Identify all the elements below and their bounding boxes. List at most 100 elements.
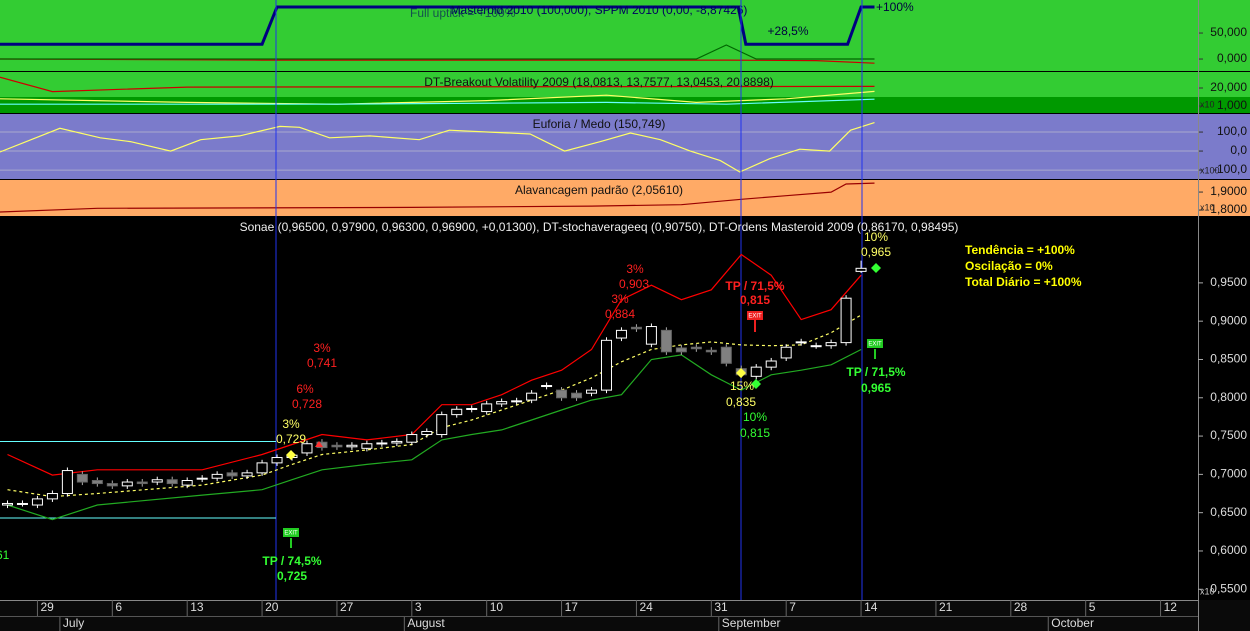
signal-marker: [871, 263, 881, 273]
candle-body: [16, 502, 28, 505]
y-tick-label: 0,7500: [1210, 428, 1247, 442]
x-tick-label: 20: [265, 600, 279, 614]
candle-body: [181, 480, 193, 486]
info-line: Total Diário = +100%: [965, 275, 1082, 289]
candle-body: [241, 472, 253, 477]
candle-body: [795, 341, 807, 344]
candle-body: [451, 408, 463, 416]
candle-body: [421, 430, 433, 436]
y-tick-label: 0,9000: [1210, 313, 1247, 327]
annotation: 6%: [296, 382, 314, 396]
candle-body: [211, 473, 223, 479]
annotation: +100%: [876, 0, 914, 14]
candle-body: [46, 493, 58, 500]
series-line: [0, 44, 875, 60]
candle-body: [481, 403, 493, 413]
x-axis-band: [0, 600, 1250, 631]
annotation: 0,729: [276, 432, 306, 446]
annotation: 3%: [626, 262, 644, 276]
candle-body: [301, 443, 313, 454]
annotation: 3%: [282, 417, 300, 431]
candle-body: [361, 443, 373, 449]
x-tick-label: 6: [115, 600, 122, 614]
series-line: [7, 314, 862, 498]
candle-body: [556, 389, 568, 399]
series-line: [0, 5, 875, 46]
y-tick-label: 0,6000: [1210, 543, 1247, 557]
x-tick-label: 10: [490, 600, 504, 614]
annotation: 3%: [313, 341, 331, 355]
annotation: 10%: [864, 230, 888, 244]
candle-body: [615, 329, 627, 339]
candle-body: [571, 392, 583, 399]
annotation: 0,884: [605, 307, 635, 321]
panel-title: DT-Breakout Volatility 2009 (18,0813, 13…: [424, 75, 774, 89]
annotation: 0,728: [292, 397, 322, 411]
candle-body: [346, 444, 358, 448]
x-tick-label: 24: [639, 600, 653, 614]
candle-body: [166, 479, 178, 485]
candle-body: [675, 347, 687, 353]
month-label: October: [1051, 616, 1094, 630]
candle-body: [660, 329, 672, 353]
candle-body: [196, 477, 208, 480]
x-tick-label: 28: [1014, 600, 1028, 614]
series-line: [0, 76, 875, 93]
candle-body: [1, 502, 13, 506]
annotation: 0,741: [307, 356, 337, 370]
annotation: 0,965: [861, 245, 891, 259]
info-line: Oscilação = 0%: [965, 259, 1053, 273]
panel-background: [0, 180, 1250, 216]
series-line: [0, 90, 875, 105]
month-label: August: [407, 616, 445, 630]
candle-body: [61, 470, 73, 495]
info-line: Tendência = +100%: [965, 243, 1075, 257]
chart-title: Sonae (0,96500, 0,97900, 0,96300, 0,9690…: [240, 220, 959, 234]
x-tick-label: 21: [939, 600, 953, 614]
candle-body: [226, 472, 238, 477]
candle-body: [256, 462, 268, 474]
candle-body: [720, 346, 732, 364]
exit-label: EXIT: [748, 314, 762, 320]
annotation: 3%: [611, 292, 629, 306]
panel-title: Alavancagem padrão (2,05610): [515, 183, 683, 197]
exit-label: EXIT: [868, 342, 882, 348]
exit-label: EXIT: [284, 531, 298, 537]
series-line: [7, 348, 862, 521]
y-tick-label: 0,8500: [1210, 352, 1247, 366]
candle-body: [586, 389, 598, 394]
candle-body: [106, 483, 118, 487]
exit-box: [867, 339, 883, 348]
x-tick-label: 7: [789, 600, 796, 614]
series-line: [0, 182, 875, 213]
annotation: TP / 71,5%: [846, 365, 905, 379]
panel-band: [0, 97, 1250, 113]
x-tick-label: 17: [565, 600, 579, 614]
y-tick-label: 100,0: [1217, 124, 1247, 138]
candle-body: [466, 408, 478, 410]
candle-body: [750, 366, 762, 377]
y-tick-label: 0,9500: [1210, 275, 1247, 289]
y-tick-label: 1,000: [1217, 98, 1247, 112]
candle-body: [406, 434, 418, 443]
x-tick-label: 5: [1089, 600, 1096, 614]
candle-body: [121, 481, 133, 487]
candle-body: [31, 498, 43, 506]
annotation: TP / 71,5%: [725, 279, 784, 293]
annotation: 0,815: [740, 293, 770, 307]
panel-title: Masteroid 2010 (100,000), SPPM 2010 (0,0…: [451, 3, 748, 17]
annotation: 61: [0, 548, 10, 562]
annotation: 0,815: [740, 426, 770, 440]
candle-body: [271, 457, 283, 464]
y-tick-label: 0,6500: [1210, 505, 1247, 519]
y-tick-label: 1,8000: [1210, 202, 1247, 216]
x-tick-label: 14: [864, 600, 878, 614]
candle-body: [645, 326, 657, 345]
signal-marker: [315, 441, 323, 447]
candle-body: [331, 444, 343, 448]
candle-body: [76, 473, 88, 483]
candle-body: [526, 392, 538, 401]
y-tick-label: 50,000: [1210, 25, 1247, 39]
